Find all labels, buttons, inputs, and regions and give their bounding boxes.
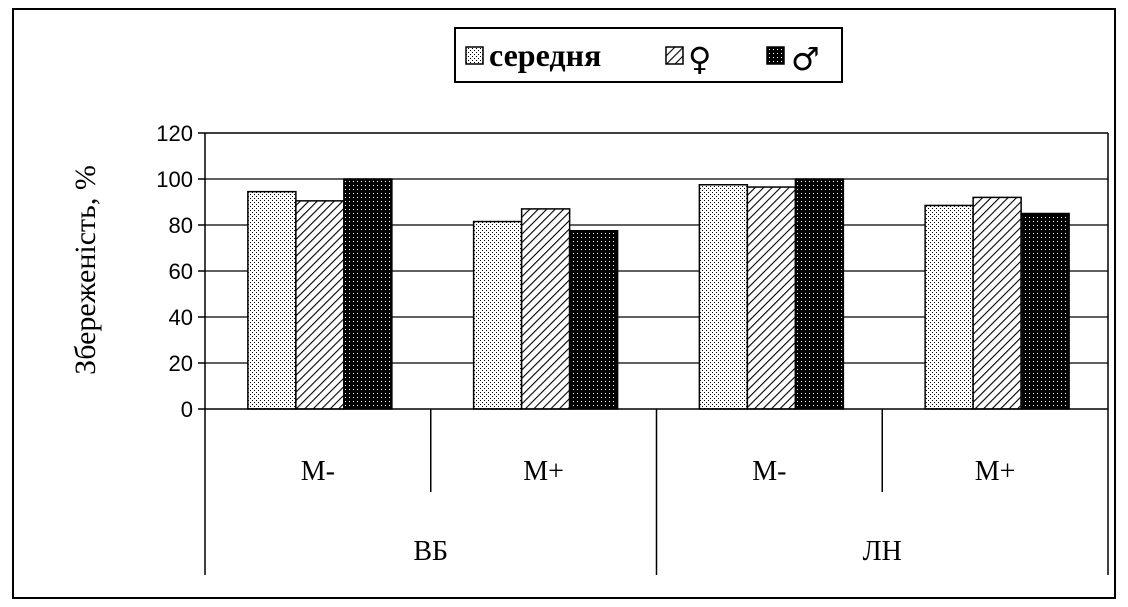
axes xyxy=(204,133,1109,575)
bar xyxy=(1020,212,1070,410)
legend: середня ♀ ♂ xyxy=(454,27,843,83)
legend-swatch-0 xyxy=(465,46,484,65)
group-label: ЛН xyxy=(863,536,902,567)
legend-swatch-2 xyxy=(766,46,785,65)
y-tick-label: 80 xyxy=(169,213,193,238)
x-categories: М- М+ М- М+ ВБ ЛН xyxy=(301,456,1016,567)
y-tick-label: 40 xyxy=(169,305,193,330)
group-label: ВБ xyxy=(413,536,448,567)
bar xyxy=(472,220,523,410)
bar xyxy=(568,230,619,410)
y-axis-label: Збереженість, % xyxy=(69,165,102,375)
bar xyxy=(247,190,297,410)
bar xyxy=(520,208,571,410)
bar xyxy=(972,196,1022,410)
y-tick-label: 20 xyxy=(169,351,193,376)
category-label: М+ xyxy=(975,456,1016,487)
bar xyxy=(746,186,797,410)
category-label: М+ xyxy=(523,456,564,487)
bar xyxy=(343,178,393,410)
category-label: М- xyxy=(752,456,786,487)
y-tick-label: 120 xyxy=(156,121,193,146)
bar xyxy=(924,204,974,410)
legend-label-0: середня xyxy=(489,37,601,73)
category-label: М- xyxy=(301,456,335,487)
y-tick-label: 100 xyxy=(156,167,193,192)
bars xyxy=(247,178,1070,410)
legend-label-2: ♂ xyxy=(791,40,820,78)
y-ticks: 0 20 40 60 80 100 120 xyxy=(156,121,205,422)
bar xyxy=(698,184,749,410)
legend-label-1: ♀ xyxy=(688,40,711,78)
y-tick-label: 0 xyxy=(181,397,193,422)
bar xyxy=(794,178,845,410)
bar xyxy=(295,200,345,410)
legend-swatch-1 xyxy=(665,46,684,65)
y-tick-label: 60 xyxy=(169,259,193,284)
